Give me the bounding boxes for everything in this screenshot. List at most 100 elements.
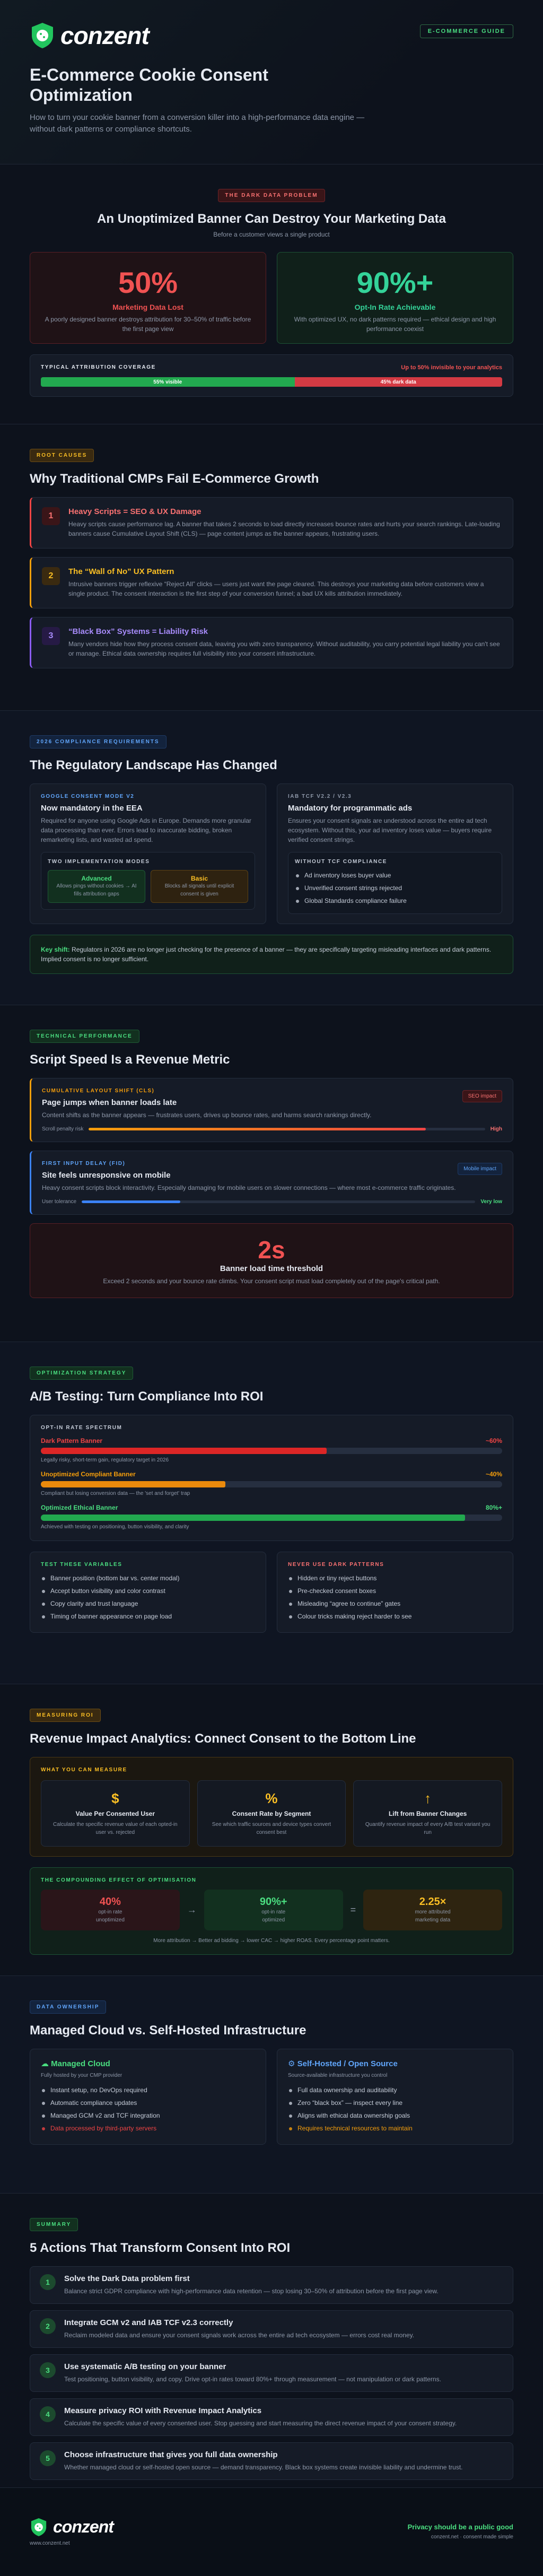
measure-item: ↑ Lift from Banner Changes Quantify revenu… [353,1780,502,1847]
footer-note: conzent.net · consent made simple [431,2534,513,2540]
card-tag: GOOGLE CONSENT MODE V2 [41,794,135,799]
row-fill [41,1481,225,1487]
step-value: 90%+ [259,1896,287,1908]
logo-icon [32,23,53,48]
cause-text: Intrusive banners trigger reflexive “Rej… [68,580,484,597]
section-heading: The Regulatory Landscape Has Changed [30,758,277,772]
list-label: TEST THESE VARIABLES [41,1562,122,1568]
summary-text: Reclaim modeled data and ensure your con… [64,2331,415,2339]
pro-item: Aligns with ethical data ownership goals [288,2109,502,2122]
stat-card: 90%+ Opt-In Rate Achievable With optimiz… [277,252,513,344]
summary-number: 4 [40,2406,56,2422]
list-item: Unverified consent strings rejected [295,882,495,894]
row-name: Dark Pattern Banner [41,1437,103,1444]
header: conzent E-COMMERCE GUIDE E-Commerce Cook… [0,0,543,164]
row-note: Achieved with testing on positioning, bu… [41,1524,189,1530]
card-title: Mandatory for programmatic ads [288,804,413,813]
option-title: ⚙ Self-Hosted / Open Source [288,2059,398,2068]
list-item: Ad inventory loses buyer value [295,869,495,882]
meter-value: High [490,1126,502,1132]
coverage-label: TYPICAL ATTRIBUTION COVERAGE [41,364,156,370]
cause-title: “Black Box” Systems = Liability Risk [68,627,208,636]
coverage-note: Up to 50% invisible to your analytics [401,364,502,371]
modes-box: TWO IMPLEMENTATION MODES Advanced Allows … [41,852,255,910]
metric-badge: Mobile impact [458,1163,502,1175]
cause-item: 2 The “Wall of No” UX Pattern Intrusive ba… [30,557,513,608]
summary-body: Choose infrastructure that gives you ful… [64,2450,463,2472]
roi-section: MEASURING ROI Revenue Impact Analytics: … [0,1684,543,1976]
mode-text: Allows pings without cookies → AI fills … [56,883,137,897]
step: 90%+ opt-in rate optimized [204,1890,343,1930]
measure-title: Value Per Consented User [75,1810,155,1817]
logo-icon [31,2518,47,2536]
spectrum-label: OPT-IN RATE SPECTRUM [41,1425,122,1431]
summary-body: Use systematic A/B testing on your banne… [64,2362,441,2384]
stat-text: A poorly designed banner destroys attrib… [45,316,251,333]
list-label: NEVER USE DARK PATTERNS [288,1562,384,1568]
list-item: Accept button visibility and color contr… [41,1585,255,1597]
pro-item: Zero “black box” — inspect every line [288,2096,502,2109]
gcm-card: GOOGLE CONSENT MODE V2 Now mandatory in … [30,784,266,924]
pro-item: Automatic compliance updates [41,2096,255,2109]
summary-title: Integrate GCM v2 and IAB TCF v2.3 correc… [64,2318,233,2327]
section-pill: OPTIMIZATION STRATEGY [30,1367,134,1380]
meter-value: Very low [480,1199,502,1205]
summary-title: Choose infrastructure that gives you ful… [64,2450,278,2459]
con-item: Data processed by third-party servers [41,2122,255,2135]
coverage-card: TYPICAL ATTRIBUTION COVERAGE Up to 50% i… [30,354,513,397]
cause-title: Heavy Scripts = SEO & UX Damage [68,507,202,516]
list-item: Timing of banner appearance on page load [41,1610,255,1623]
stat-card: 50% Marketing Data Lost A poorly designe… [30,252,266,344]
summary-number: 1 [40,2274,56,2290]
summary-text: Balance strict GDPR compliance with high… [64,2287,439,2295]
section-pill: ROOT CAUSES [30,449,94,462]
list-item: Banner position (bottom bar vs. center m… [41,1572,255,1585]
option-subtitle: Fully hosted by your CMP provider [41,2073,122,2078]
measure-text: See which traffic sources and device typ… [212,1822,331,1835]
con-item: Requires technical resources to maintain [288,2122,502,2135]
tcf-box: WITHOUT TCF COMPLIANCE Ad inventory lose… [288,852,502,914]
summary-list: 1 Solve the Dark Data problem first Balanc… [30,2266,513,2480]
section-heading: An Unoptimized Banner Can Destroy Your M… [97,212,446,226]
measure-text: Calculate the specific revenue value of … [53,1822,178,1835]
section-heading: Managed Cloud vs. Self-Hosted Infrastruc… [30,2023,306,2038]
section-pill: SUMMARY [30,2218,78,2231]
coverage-bar: 55% visible 45% dark data [41,377,502,387]
row-fill [41,1515,466,1521]
step: 40% opt-in rate unoptimized [41,1890,180,1930]
summary-text: Calculate the specific value of every co… [64,2420,457,2427]
stat-value: 90%+ [356,266,434,299]
measure-icon: % [265,1790,278,1806]
mode-box: Basic Blocks all signals until explicit c… [151,870,248,903]
list-item: Colour tricks making reject harder to se… [288,1610,502,1623]
metric-text: Content shifts as the banner appears — f… [42,1111,372,1119]
modes-label: TWO IMPLEMENTATION MODES [48,859,150,865]
row-fill [41,1448,327,1454]
row-note: Legally risky, short-term gain, regulato… [41,1457,169,1463]
row-value: ~40% [485,1470,502,1478]
measure-item: % Consent Rate by Segment See which traffi… [197,1780,346,1847]
summary-body: Measure privacy ROI with Revenue Impact … [64,2406,457,2428]
measure-card: WHAT YOU CAN MEASURE $ Value Per Consente… [30,1757,513,1857]
step-line: unoptimized [95,1917,125,1923]
meter-fill [89,1128,426,1130]
coverage-visible: 55% visible [41,377,295,387]
metric-card: CUMULATIVE LAYOUT SHIFT (CLS) Page jumps… [30,1078,513,1142]
spectrum-row: Dark Pattern Banner ~60% Legally risky, sh… [41,1437,502,1464]
summary-section: SUMMARY 5 Actions That Transform Consent… [0,2194,543,2488]
row-name: Unoptimized Compliant Banner [41,1470,136,1478]
section-pill: DATA OWNERSHIP [30,2000,107,2014]
mode-name: Advanced [81,875,112,882]
dark-data-section: THE DARK DATA PROBLEM An Unoptimized Ban… [0,164,543,424]
summary-number: 2 [40,2318,56,2334]
compounding-label: THE COMPOUNDING EFFECT OF OPTIMISATION [41,1877,197,1883]
section-heading: Script Speed Is a Revenue Metric [30,1052,230,1067]
metric-badge: SEO impact [462,1090,502,1102]
threshold-title: Banner load time threshold [220,1264,323,1273]
never-card: NEVER USE DARK PATTERNS Hidden or tiny r… [277,1552,513,1633]
card-text: Ensures your consent signals are underst… [288,817,492,843]
row-name: Optimized Ethical Banner [41,1504,118,1511]
summary-number: 3 [40,2362,56,2378]
section-heading: A/B Testing: Turn Compliance Into ROI [30,1389,264,1404]
cause-text: Many vendors hide how they process conse… [68,640,500,657]
